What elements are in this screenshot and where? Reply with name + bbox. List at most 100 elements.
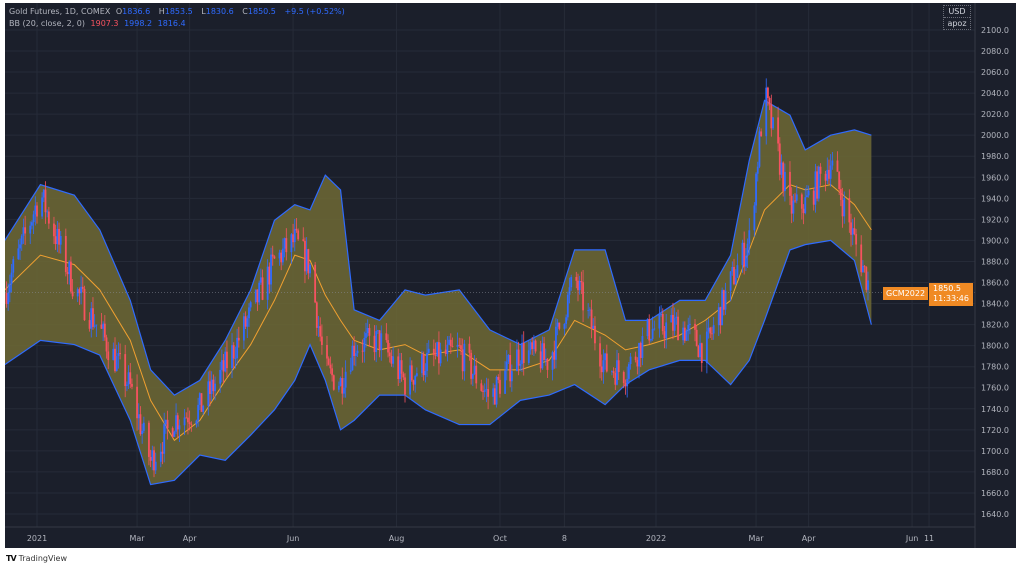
last-price-value: 1850.5: [933, 284, 961, 293]
candle-body: [765, 87, 768, 137]
candle-body: [592, 325, 595, 329]
candle-body: [848, 197, 851, 223]
candle-body: [543, 343, 545, 361]
candle-body: [314, 264, 317, 303]
candle-body: [344, 371, 347, 388]
candle-body: [672, 314, 674, 331]
candle-body: [292, 234, 294, 243]
candle-body: [812, 190, 815, 205]
bar-countdown: 11:33:46: [933, 294, 969, 303]
time-tick-label: Oct: [493, 534, 507, 543]
low-value: 1830.6: [205, 7, 234, 16]
candle-body: [673, 318, 676, 331]
bb-band-fill: [5, 100, 872, 485]
candle-body: [782, 162, 785, 192]
candle-body: [600, 366, 603, 373]
candle-body: [473, 365, 476, 375]
candle-body: [682, 327, 685, 341]
candle-body: [802, 208, 805, 214]
candle-body: [285, 238, 288, 253]
candle-body: [234, 358, 237, 359]
candle-body: [551, 352, 554, 370]
candle-body: [41, 197, 43, 217]
candle-body: [10, 272, 13, 285]
candle-body: [304, 240, 306, 272]
candle-body: [12, 259, 15, 273]
candle-body: [641, 336, 644, 358]
price-tick-label: 2060.0: [981, 68, 1009, 77]
candle-body: [319, 326, 322, 337]
candle-body: [555, 326, 557, 360]
candle-body: [556, 322, 559, 327]
candle-body: [153, 450, 155, 471]
price-tick-label: 1820.0: [981, 321, 1009, 330]
tradingview-branding[interactable]: TV TradingView: [6, 554, 67, 563]
time-tick-label: Aug: [389, 534, 405, 543]
candle-body: [865, 266, 868, 290]
candle-body: [163, 424, 166, 454]
candle-body: [190, 423, 193, 425]
last-price-tag: 1850.5 11:33:46: [929, 283, 973, 306]
candle-body: [295, 228, 298, 231]
bb-name[interactable]: BB (20, close, 2, 0): [9, 19, 85, 28]
candle-body: [7, 292, 10, 305]
candle-body: [19, 244, 21, 249]
candle-body: [68, 261, 71, 275]
candle-body: [685, 330, 688, 341]
candle-body: [755, 173, 757, 206]
chart-panel: 1640.0 1660.0 1680.0 1700.0 1720.0 1740.0 1760…: [5, 3, 1016, 548]
candle-body: [836, 160, 839, 172]
candle-body: [448, 339, 451, 345]
candle-body: [531, 342, 534, 350]
candle-body: [114, 348, 116, 372]
bb-upper-line: [5, 99, 872, 396]
candle-body: [744, 255, 747, 267]
currency-unit-button[interactable]: USD apoz: [943, 5, 971, 30]
candle-body: [446, 344, 449, 355]
candle-body: [614, 372, 617, 385]
branding-text: TradingView: [18, 554, 67, 563]
candle-body: [93, 325, 96, 327]
time-tick-label: 2022: [646, 534, 666, 543]
candle-body: [650, 338, 652, 341]
candle-body: [373, 335, 376, 353]
candle-body: [777, 117, 780, 144]
candle-body: [187, 417, 189, 423]
candle-body: [354, 353, 357, 356]
time-tick-label: Mar: [749, 534, 765, 543]
candle-body: [242, 316, 245, 341]
candle-body: [717, 307, 720, 326]
candle-body: [246, 318, 249, 327]
candle-body: [356, 350, 359, 354]
candle-body: [105, 337, 108, 352]
candle-body: [332, 375, 335, 390]
candle-body: [22, 227, 25, 236]
candle-body: [677, 316, 679, 341]
candle-body: [100, 324, 103, 329]
candle-body: [385, 333, 388, 341]
price-tick-label: 1760.0: [981, 384, 1009, 393]
time-tick-label: Mar: [130, 534, 146, 543]
price-tick-label: 1640.0: [981, 510, 1009, 519]
candle-body: [424, 370, 427, 376]
candle-body: [851, 228, 854, 235]
candle-body: [44, 189, 47, 213]
bb-lower-value: 1816.4: [157, 19, 186, 28]
price-tick-label: 1860.0: [981, 279, 1009, 288]
candle-body: [5, 293, 8, 305]
price-chart[interactable]: 1640.0 1660.0 1680.0 1700.0 1720.0 1740.0 1760…: [5, 3, 1016, 548]
candle-body: [529, 342, 532, 351]
candle-body: [604, 353, 607, 361]
symbol-title[interactable]: Gold Futures, 1D, COMEX: [9, 7, 111, 16]
candle-body: [617, 360, 620, 373]
candle-body: [568, 287, 571, 295]
candle-body: [219, 369, 222, 384]
candle-body: [309, 264, 311, 274]
candle-body: [578, 281, 581, 291]
candle-body: [580, 281, 583, 283]
candle-body: [422, 354, 425, 376]
candle-body: [66, 271, 69, 275]
candle-body: [829, 165, 832, 179]
candle-body: [519, 363, 522, 366]
candle-body: [307, 249, 310, 274]
